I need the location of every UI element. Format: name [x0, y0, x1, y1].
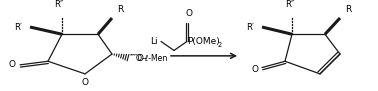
Text: R′: R′	[14, 22, 22, 31]
Text: Li: Li	[150, 37, 158, 46]
Text: ′′′′O-: ′′′′O-	[131, 54, 148, 63]
Text: 2: 2	[218, 42, 222, 48]
Text: R: R	[117, 5, 123, 14]
Text: O: O	[8, 60, 15, 69]
Text: R″: R″	[54, 0, 64, 9]
Text: R″: R″	[285, 0, 294, 9]
Text: P(OMe): P(OMe)	[187, 37, 220, 46]
Text: R: R	[345, 5, 351, 14]
Text: ′′′′O-ℓ-Men: ′′′′O-ℓ-Men	[130, 54, 168, 63]
Text: O: O	[82, 78, 88, 87]
Text: O: O	[186, 9, 192, 18]
Text: O: O	[251, 65, 259, 74]
Text: R′: R′	[246, 22, 254, 31]
